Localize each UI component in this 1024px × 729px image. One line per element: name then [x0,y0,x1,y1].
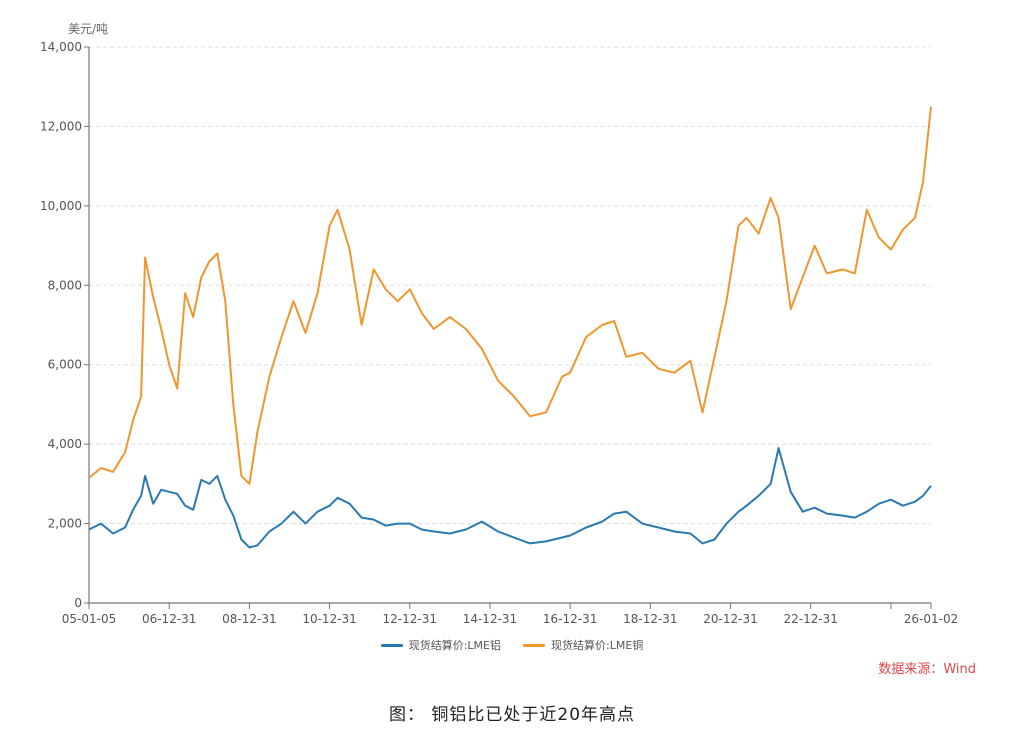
x-tick-label: 10-12-31 [302,612,356,626]
y-tick-label: 0 [74,596,82,610]
figure-caption: 图： 铜铝比已处于近20年高点 [388,705,636,725]
legend-item-aluminum[interactable]: 现货结算价:LME铝 [380,637,501,653]
y-tick-label: 4,000 [48,437,82,451]
x-tick-label: 18-12-31 [623,612,677,626]
data-source-note: 数据来源：Wind [878,662,976,677]
legend-label-copper: 现货结算价:LME铜 [551,639,644,652]
x-tick-label: 22-12-31 [783,612,837,626]
copper-price-line [88,106,932,485]
legend-swatch-aluminum [380,643,403,647]
axes: 0 2,000 4,000 6,000 8,000 10,000 12,000 14,000 0… [40,40,958,626]
y-tick-label: 6,000 [48,358,82,372]
x-tick-label: 08-12-31 [222,612,276,626]
x-tick-label: 26-01-02 [904,612,958,626]
x-tick-label: 05-01-05 [62,612,116,626]
y-tick-label: 8,000 [48,278,82,292]
y-tick-label: 14,000 [40,40,82,54]
x-tick-label: 20-12-31 [703,612,757,626]
y-tick-label: 2,000 [48,517,82,531]
legend-item-copper[interactable]: 现货结算价:LME铜 [523,637,643,653]
y-tick-label: 12,000 [40,119,82,133]
x-tick-label: 14-12-31 [463,612,517,626]
legend-swatch-copper [523,643,545,647]
x-tick-label: 06-12-31 [142,612,196,626]
y-axis-unit-label: 美元/吨 [68,22,109,36]
x-tick-label: 12-12-31 [383,612,437,626]
legend: 现货结算价:LME铝 现货结算价:LME铜 [0,637,1024,653]
aluminum-price-line [88,447,932,549]
y-tick-label: 10,000 [40,199,82,213]
gridlines [89,46,931,525]
data-series [88,106,932,549]
x-tick-label: 16-12-31 [543,612,597,626]
legend-label-aluminum: 现货结算价:LME铝 [408,639,501,652]
